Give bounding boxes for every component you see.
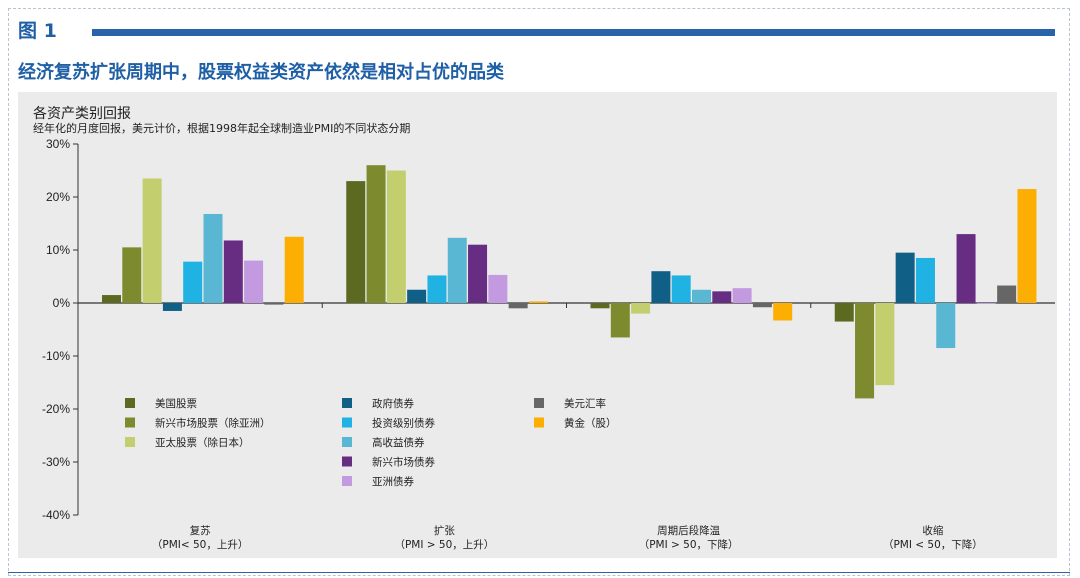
- legend-swatch: [342, 437, 352, 447]
- bar: [386, 170, 406, 303]
- y-tick-label: 20%: [46, 190, 70, 204]
- bottom-rule: [8, 572, 1070, 573]
- y-tick-label: 0%: [53, 296, 71, 310]
- bar: [671, 275, 691, 303]
- bar: [936, 303, 956, 349]
- legend-label: 亚洲债券: [372, 475, 414, 488]
- bar: [732, 288, 752, 303]
- legend-label: 黄金（股）: [564, 417, 617, 430]
- bar: [692, 289, 711, 303]
- bar: [752, 303, 772, 308]
- chart-title: 各资产类别回报: [33, 106, 131, 122]
- bar: [427, 275, 447, 303]
- x-category-sublabel: （PMI > 50，上升）: [394, 539, 494, 551]
- bar: [875, 303, 895, 386]
- bar: [631, 303, 651, 314]
- legend-swatch: [534, 417, 544, 428]
- bar: [142, 178, 162, 303]
- bar: [651, 271, 671, 303]
- legend-label: 高收益债券: [372, 436, 425, 449]
- y-tick-label: -20%: [42, 402, 70, 416]
- bar: [162, 303, 182, 311]
- bar: [528, 301, 548, 303]
- x-category-sublabel: （PMI < 50，下降）: [883, 538, 983, 551]
- bar: [712, 291, 732, 303]
- figure-label: 图 1: [18, 20, 57, 42]
- bar: [468, 244, 488, 303]
- x-category-sublabel: （PMI > 50，下降）: [639, 538, 739, 551]
- x-category-label: 收缩: [922, 524, 943, 537]
- legend-swatch: [125, 398, 135, 408]
- figure-headline: 经济复苏扩张周期中，股票权益类资产依然是相对占优的品类: [18, 62, 504, 83]
- x-category-label: 扩张: [434, 524, 455, 537]
- y-tick-label: -30%: [42, 455, 70, 469]
- figure-frame: [8, 8, 1070, 576]
- y-tick-label: 30%: [46, 137, 70, 151]
- legend-swatch: [342, 417, 352, 428]
- bar: [773, 303, 793, 321]
- bar: [915, 257, 935, 303]
- bar: [284, 236, 304, 303]
- legend-label: 投资级别债券: [372, 417, 435, 430]
- bar: [407, 289, 427, 303]
- bar: [508, 303, 528, 309]
- bar: [346, 181, 366, 303]
- y-tick-label: -40%: [42, 508, 70, 522]
- legend-label: 美国股票: [155, 397, 197, 410]
- bar: [366, 165, 386, 303]
- x-category-label: 周期后段降温: [657, 524, 720, 537]
- legend-label: 政府债券: [372, 397, 414, 410]
- legend-label: 新兴市场股票（除亚洲）: [155, 417, 271, 430]
- bar: [976, 303, 996, 304]
- bar: [1017, 189, 1037, 303]
- chart-subtitle: 经年化的月度回报，美元计价，根据1998年起全球制造业PMI的不同状态分期: [33, 122, 411, 135]
- legend-swatch: [342, 476, 352, 486]
- bar: [834, 303, 854, 322]
- bar: [102, 295, 121, 303]
- bar: [447, 237, 467, 303]
- bar: [264, 303, 284, 305]
- bar: [203, 213, 223, 303]
- legend-swatch: [342, 456, 352, 467]
- bar: [122, 247, 142, 303]
- legend-swatch: [534, 398, 544, 408]
- bar: [223, 240, 243, 303]
- header-rule: [92, 29, 1055, 36]
- bar: [610, 303, 630, 338]
- y-tick-label: -10%: [42, 349, 70, 363]
- legend-label: 新兴市场债券: [372, 456, 435, 469]
- legend-swatch: [125, 437, 135, 447]
- bar: [956, 234, 976, 303]
- legend-swatch: [125, 417, 135, 428]
- bar: [488, 274, 508, 303]
- bar: [855, 303, 875, 399]
- legend-label: 亚太股票（除日本）: [155, 436, 250, 449]
- x-category-label: 复苏: [190, 524, 211, 537]
- bar: [590, 303, 610, 309]
- legend-swatch: [342, 398, 352, 408]
- bar: [183, 261, 203, 303]
- y-tick-label: 10%: [46, 243, 70, 257]
- bar: [895, 252, 915, 303]
- legend-label: 美元汇率: [564, 397, 606, 410]
- bar: [244, 260, 264, 303]
- bar: [997, 285, 1017, 303]
- x-category-sublabel: （PMI< 50，上升）: [152, 539, 248, 551]
